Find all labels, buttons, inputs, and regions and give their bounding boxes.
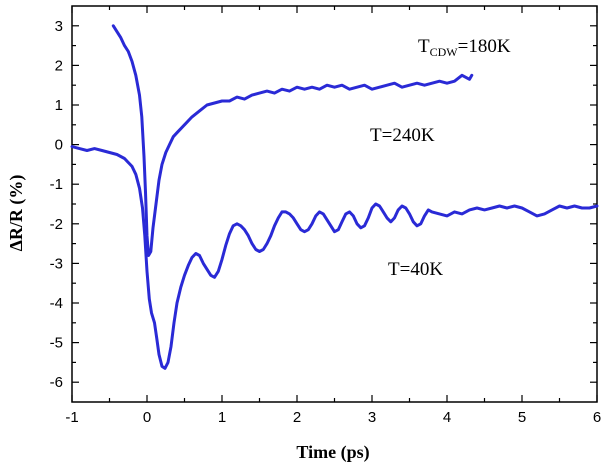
y-tick-label: -2 bbox=[50, 216, 63, 233]
y-tick-label: 3 bbox=[55, 18, 63, 35]
series-line-1 bbox=[70, 145, 599, 370]
ticks-layer bbox=[71, 6, 598, 402]
y-tick-label: -6 bbox=[50, 374, 63, 391]
y-axis-title: ΔR/R (%) bbox=[6, 175, 27, 252]
annotation-t40: T=40K bbox=[388, 259, 443, 280]
y-tick-label: -3 bbox=[50, 255, 63, 272]
x-tick-label: 2 bbox=[293, 409, 301, 426]
y-tick-label: 0 bbox=[55, 137, 63, 154]
tick-labels: -1 0 1 2 3 4 5 6 -6 -5 -4 -3 -2 -1 0 1 2 3 bbox=[50, 18, 601, 426]
plot-frame bbox=[71, 5, 598, 403]
y-tick-label: -1 bbox=[50, 176, 63, 193]
x-tick-label: 6 bbox=[593, 409, 601, 426]
y-tick-label: -5 bbox=[50, 335, 63, 352]
annotation-t240: T=240K bbox=[370, 125, 435, 146]
annotation-tcdw: TCDW=180K bbox=[418, 36, 511, 59]
data-lines bbox=[70, 24, 599, 370]
y-tick-label: 2 bbox=[55, 57, 63, 74]
x-tick-label: 5 bbox=[518, 409, 526, 426]
x-tick-label: 4 bbox=[443, 409, 451, 426]
x-tick-label: 1 bbox=[218, 409, 226, 426]
y-tick-label: -4 bbox=[50, 295, 63, 312]
x-tick-label: -1 bbox=[65, 409, 78, 426]
x-tick-label: 0 bbox=[143, 409, 151, 426]
annotation-tcdw-main: T bbox=[418, 36, 430, 57]
x-tick-label: 3 bbox=[368, 409, 376, 426]
series-line-0 bbox=[111, 24, 474, 257]
annotation-tcdw-value: =180K bbox=[458, 36, 511, 57]
annotation-tcdw-sub: CDW bbox=[430, 45, 459, 59]
x-axis-title: Time (ps) bbox=[296, 442, 369, 463]
y-tick-label: 1 bbox=[55, 97, 63, 114]
